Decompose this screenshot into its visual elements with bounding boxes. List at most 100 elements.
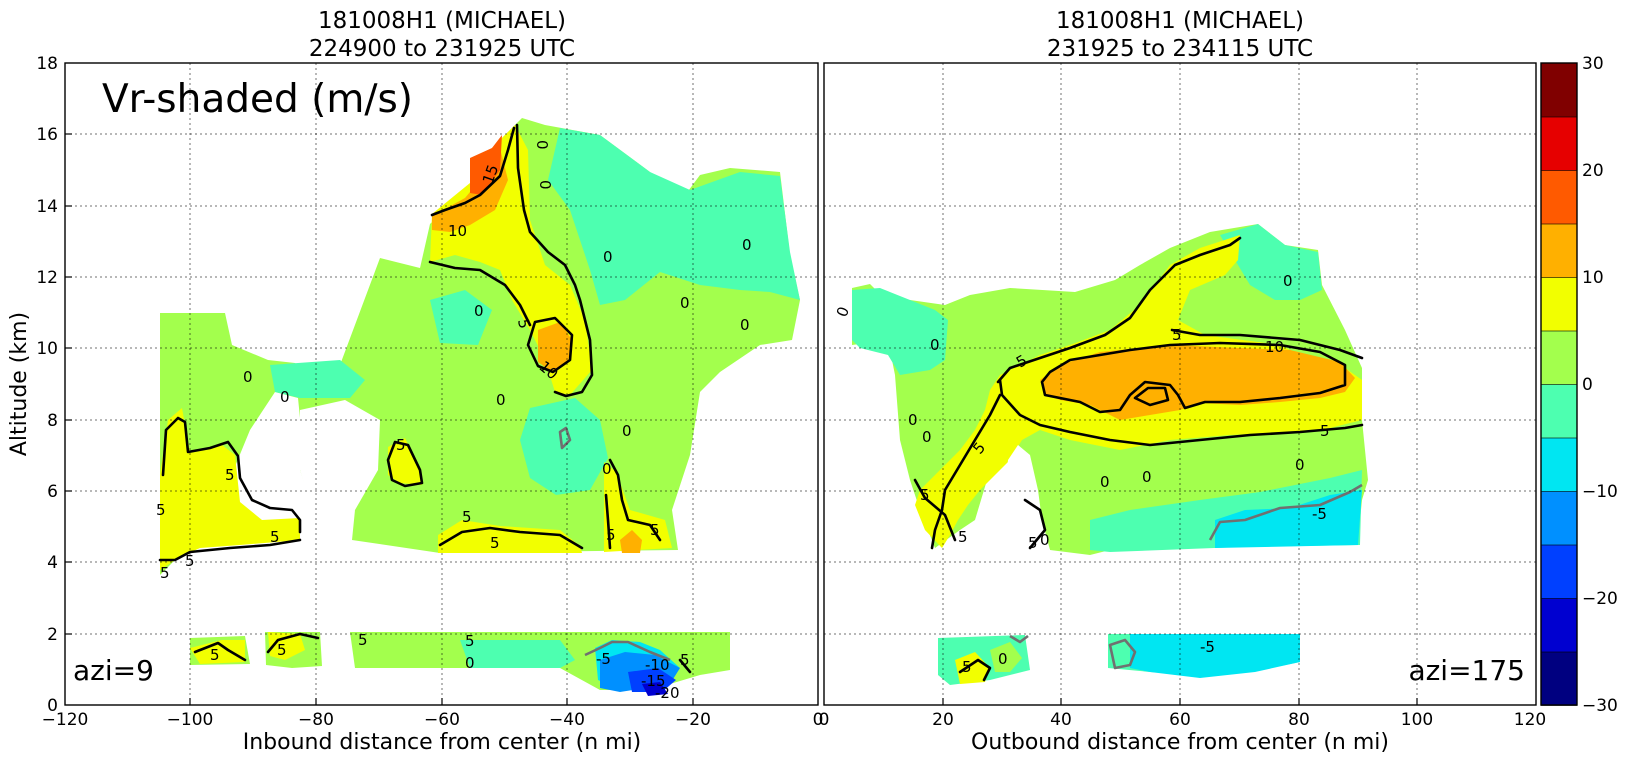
left-ytick: 0	[47, 696, 58, 716]
colorbar-tick: 10	[1582, 268, 1604, 288]
left-clabel: 0	[474, 302, 484, 320]
right-field-teal-upper	[1220, 224, 1322, 300]
left-clabel: 0	[496, 391, 506, 409]
right-tick-marks	[942, 698, 1418, 705]
right-clabel: 5	[1028, 534, 1038, 552]
left-clabel: 0	[465, 654, 475, 672]
left-field-teal-mid	[430, 290, 492, 345]
right-title-line2: 231925 to 234115 UTC	[1047, 36, 1313, 62]
right-clabel: 5	[1320, 422, 1330, 440]
left-contour-neg-teal	[558, 426, 572, 450]
left-field-lowlevel	[190, 632, 730, 690]
left-clabel: 5	[270, 528, 280, 546]
left-xtick: −40	[549, 710, 585, 730]
colorbar-tick: 20	[1582, 161, 1604, 181]
left-clabel: 5	[650, 521, 660, 539]
left-clabel: 0	[680, 294, 690, 312]
colorbar-tick: 30	[1582, 54, 1604, 74]
left-field-gap	[300, 400, 380, 520]
left-title-line2: 224900 to 231925 UTC	[309, 36, 575, 62]
left-clabel: 0	[280, 388, 290, 406]
right-field-white-notch	[1005, 445, 1050, 550]
left-clabel: 10	[448, 222, 467, 240]
left-field-teal-left	[270, 360, 365, 398]
right-clabel: 5	[920, 486, 930, 504]
left-xtick: −20	[675, 710, 711, 730]
right-field-lowlevel-yellow	[955, 652, 990, 684]
right-clabel: 0	[930, 336, 940, 354]
right-contour-5-left	[930, 393, 1002, 550]
right-contour-neg5-low	[1108, 638, 1137, 670]
left-panel: 181008H1 (MICHAEL) 224900 to 231925 UTC	[7, 8, 823, 755]
left-clabel: 5	[225, 466, 235, 484]
left-contour-neg5	[584, 640, 671, 662]
left-clabel: -15	[641, 672, 666, 690]
right-xtick: 20	[932, 710, 954, 730]
left-title-line1: 181008H1 (MICHAEL)	[318, 8, 566, 34]
right-field-cyan-lower	[1215, 490, 1362, 548]
left-ytick: 2	[47, 625, 58, 645]
left-ytick: 6	[47, 482, 58, 502]
left-clabel: 5	[465, 632, 475, 650]
right-contour-10	[1040, 341, 1347, 414]
right-field-teal-left	[852, 288, 948, 375]
left-clabel: 0	[533, 140, 551, 150]
right-contour-5-upper2	[1170, 328, 1364, 360]
left-contour-0-upper	[515, 123, 594, 398]
left-contour-5-left2	[158, 538, 302, 562]
left-clabel: -5	[596, 650, 611, 668]
left-clabel: 5	[277, 641, 287, 659]
right-clabel: 5	[962, 658, 972, 676]
right-field-lowlevel-cyan	[1130, 634, 1300, 678]
colorbar-cell	[1540, 330, 1578, 385]
right-field-orange	[1040, 345, 1355, 420]
left-clabel: 0	[603, 248, 613, 266]
left-azimuth-label: azi=9	[73, 654, 154, 687]
left-ylabel: Altitude (km)	[7, 312, 32, 456]
left-clabel: 0	[742, 236, 752, 254]
right-clabel: -5	[1312, 505, 1327, 523]
left-clabel: 5	[185, 552, 195, 570]
right-clabel: 5	[1172, 326, 1182, 344]
right-contour-5-left2	[913, 478, 957, 542]
left-clabel: 5	[490, 534, 500, 552]
left-clabel: 5	[210, 646, 220, 664]
left-xtick: −60	[424, 710, 460, 730]
colorbar-cell	[1540, 276, 1578, 332]
colorbar-tick: −20	[1582, 589, 1618, 609]
colorbar-cell	[1540, 490, 1578, 546]
right-clabel: 0	[1283, 272, 1293, 290]
colorbar-cell	[1540, 651, 1578, 706]
left-grid	[65, 63, 818, 705]
left-ytick: 10	[36, 339, 58, 359]
left-clabel: 5	[606, 526, 616, 544]
right-xtick-labels: 0 20 40 60 80 100 120	[819, 710, 1547, 730]
right-velocity-field	[852, 224, 1368, 685]
right-contour-neg5-low2	[1009, 634, 1029, 644]
left-clabel: 0	[622, 422, 632, 440]
right-xtick: 100	[1401, 710, 1433, 730]
right-xtick: 60	[1169, 710, 1191, 730]
colorbar-cell	[1540, 223, 1578, 278]
left-xtick: −100	[167, 710, 214, 730]
left-field-yellow-bottom	[438, 520, 582, 553]
right-xtick: 120	[1514, 710, 1546, 730]
left-contour-10-top	[430, 126, 516, 217]
left-clabel: -20	[655, 684, 680, 702]
left-clabel: 5	[358, 631, 368, 649]
colorbar-cell	[1540, 169, 1578, 225]
left-contour-5-right2	[604, 493, 612, 550]
right-clabel: 5	[958, 528, 968, 546]
right-contour-5-upper	[996, 236, 1242, 384]
right-clabel: 0	[1142, 468, 1152, 486]
right-azimuth-label: azi=175	[1408, 654, 1525, 687]
right-xlabel: Outbound distance from center (n mi)	[971, 730, 1389, 755]
left-xlabel: Inbound distance from center (n mi)	[243, 730, 642, 755]
colorbar-cell	[1540, 544, 1578, 599]
left-xtick: 0	[813, 710, 824, 730]
right-clabel: -5	[1200, 638, 1215, 656]
left-clabel: 5	[160, 564, 170, 582]
right-contour-10-inner	[1133, 386, 1170, 407]
left-field-orange-top	[432, 148, 508, 232]
